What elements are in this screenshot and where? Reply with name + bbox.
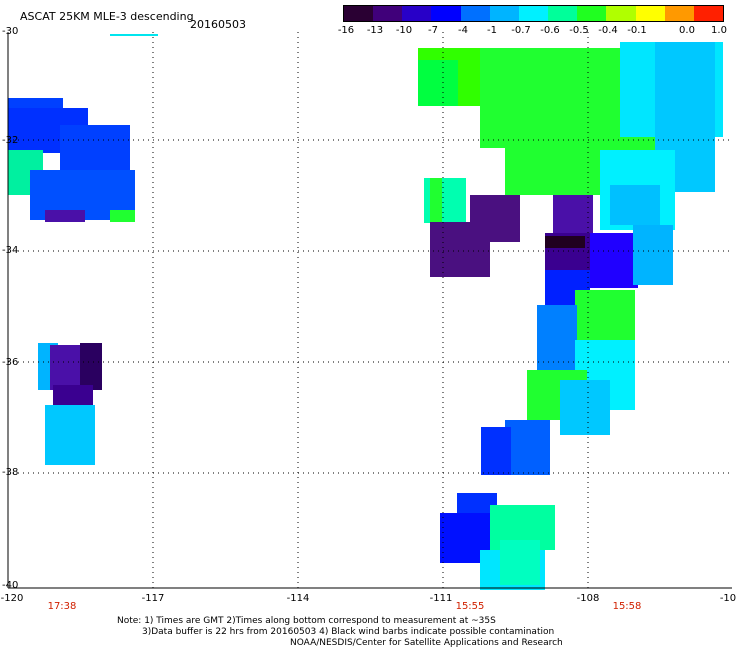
swath-block	[481, 427, 511, 475]
swath-block	[505, 420, 550, 475]
colorbar-labels: -16 -13 -10 -7 -4 -1 -0.7 -0.6 -0.5 -0.4…	[330, 25, 740, 39]
title-underline	[110, 34, 158, 36]
colorbar-segment	[577, 6, 607, 21]
colorbar-segment	[693, 6, 724, 21]
swath-block	[60, 125, 130, 175]
colorbar-segment	[431, 6, 461, 21]
swath-block	[430, 222, 490, 277]
colorbar-label: -16	[337, 25, 355, 36]
swath-block	[500, 540, 540, 585]
lat-label: -40	[2, 580, 19, 591]
colorbar-label: 1.0	[711, 25, 727, 36]
map-date: 20160503	[190, 18, 246, 31]
note-line-2: 3)Data buffer is 22 hrs from 20160503 4)…	[142, 627, 555, 637]
lat-label: -30	[2, 26, 19, 37]
note-line-1: Note: 1) Times are GMT 2)Times along bot…	[117, 616, 496, 626]
colorbar-segment	[489, 6, 519, 21]
swath-block	[537, 305, 577, 370]
colorbar-label: 0.0	[679, 25, 695, 36]
time-label: 17:38	[47, 601, 77, 612]
swath-block	[430, 178, 442, 223]
colorbar-label: -1	[487, 25, 497, 36]
swath-block	[457, 493, 497, 515]
swath-block	[553, 195, 593, 237]
time-label: 15:58	[612, 601, 642, 612]
swath-block	[45, 405, 95, 465]
note-line-3: NOAA/NESDIS/Center for Satellite Applica…	[290, 638, 563, 648]
map-title: ASCAT 25KM MLE-3 descending	[20, 10, 194, 23]
lon-label: -111	[429, 593, 453, 604]
colorbar-segment	[518, 6, 549, 21]
colorbar-label: -0.5	[569, 25, 589, 36]
lon-label: -10	[719, 593, 737, 604]
colorbar-label: -13	[366, 25, 384, 36]
swath-block	[633, 225, 673, 285]
colorbar-label: -0.4	[598, 25, 618, 36]
lon-label: -108	[576, 593, 600, 604]
colorbar	[343, 5, 724, 22]
colorbar-segment	[344, 6, 374, 21]
lat-label: -32	[2, 135, 19, 146]
colorbar-segment	[635, 6, 665, 21]
colorbar-segment	[460, 6, 490, 21]
colorbar-segment	[373, 6, 403, 21]
colorbar-segment	[402, 6, 432, 21]
colorbar-label: -10	[395, 25, 413, 36]
swath-block	[45, 210, 85, 222]
grid-lines	[8, 32, 732, 588]
colorbar-label: -0.6	[540, 25, 560, 36]
lat-label: -34	[2, 245, 19, 256]
swath-block	[560, 380, 610, 435]
swath-block	[80, 343, 102, 390]
swath-block	[110, 210, 135, 222]
swath-block	[418, 60, 458, 106]
lat-label: -38	[2, 467, 19, 478]
lat-label: -36	[2, 357, 19, 368]
swath-block	[53, 385, 93, 407]
colorbar-segment	[606, 6, 636, 21]
colorbar-label: -7	[428, 25, 438, 36]
colorbar-label: -0.1	[627, 25, 647, 36]
swath-block	[545, 236, 585, 248]
colorbar-label: -4	[458, 25, 468, 36]
colorbar-label: -0.7	[511, 25, 531, 36]
lon-label: -120	[0, 593, 24, 604]
swath-block	[590, 233, 638, 288]
swath-blocks	[8, 42, 723, 590]
lon-label: -114	[286, 593, 310, 604]
colorbar-segment	[548, 6, 578, 21]
swath-block	[610, 185, 660, 225]
lon-label: -117	[141, 593, 165, 604]
time-label: 15:55	[455, 601, 485, 612]
axis-ticks	[7, 32, 732, 589]
colorbar-segment	[664, 6, 694, 21]
